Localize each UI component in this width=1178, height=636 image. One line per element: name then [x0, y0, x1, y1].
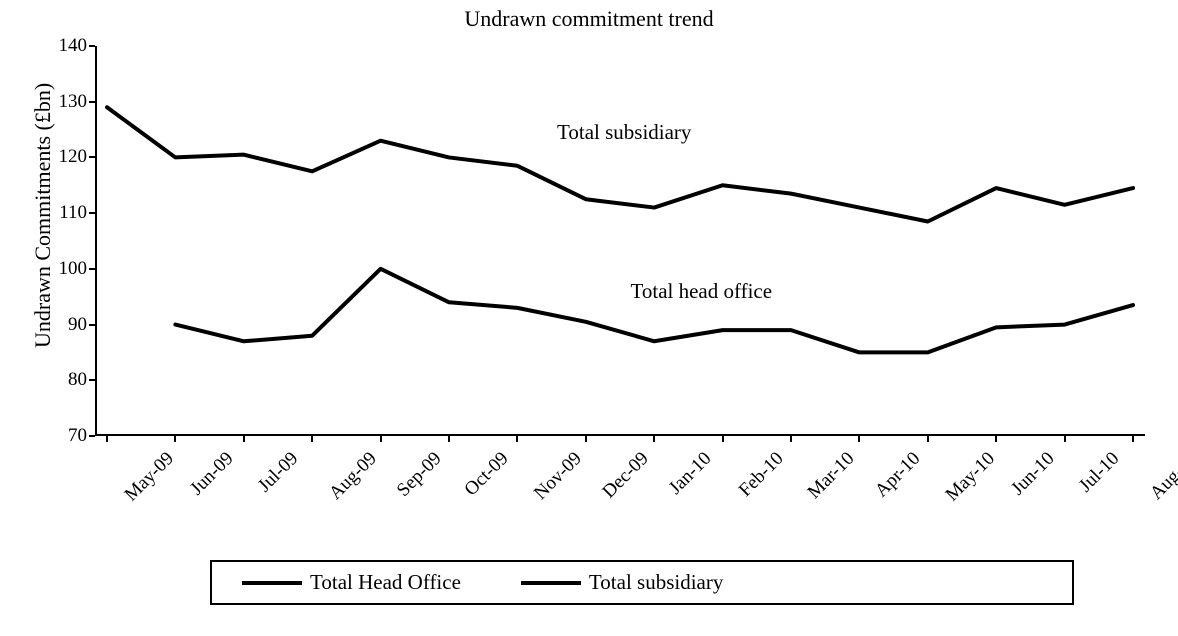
- y-tick-label: 140: [59, 35, 88, 57]
- x-tick-label: Oct-09: [460, 448, 513, 501]
- y-tick: [89, 45, 95, 47]
- y-tick: [89, 156, 95, 158]
- x-tick: [516, 436, 518, 442]
- annotation-label: Total head office: [631, 279, 773, 304]
- x-tick: [653, 436, 655, 442]
- x-tick: [927, 436, 929, 442]
- x-tick-label: Dec-09: [598, 448, 653, 503]
- y-tick-label: 90: [68, 314, 87, 336]
- legend-label: Total Head Office: [310, 570, 461, 595]
- x-tick-label: Aug-09: [325, 448, 382, 505]
- y-tick: [89, 324, 95, 326]
- x-tick-label: May-10: [941, 448, 999, 506]
- x-tick-label: Mar-10: [804, 448, 860, 504]
- y-tick-label: 80: [68, 369, 87, 391]
- y-tick: [89, 379, 95, 381]
- x-tick: [1132, 436, 1134, 442]
- chart-title: Undrawn commitment trend: [0, 6, 1178, 32]
- legend-label: Total subsidiary: [589, 570, 723, 595]
- y-tick-label: 120: [59, 146, 88, 168]
- x-tick-label: Jan-10: [665, 448, 716, 499]
- annotation-label: Total subsidiary: [557, 120, 691, 145]
- legend-swatch: [521, 581, 581, 585]
- y-tick: [89, 268, 95, 270]
- x-tick: [722, 436, 724, 442]
- x-tick: [790, 436, 792, 442]
- x-tick-label: May-09: [121, 448, 179, 506]
- y-tick: [89, 212, 95, 214]
- x-tick-label: Feb-10: [734, 448, 788, 502]
- x-tick-label: Jun-10: [1007, 448, 1059, 500]
- x-tick-label: Jul-09: [254, 448, 303, 497]
- x-tick: [311, 436, 313, 442]
- y-tick-label: 110: [59, 202, 87, 224]
- x-tick: [448, 436, 450, 442]
- x-tick-label: Sep-09: [392, 448, 446, 502]
- x-tick-label: Aug-10: [1146, 448, 1178, 505]
- x-tick: [243, 436, 245, 442]
- legend-item: Total Head Office: [242, 570, 461, 595]
- y-tick: [89, 101, 95, 103]
- x-tick-label: Jun-09: [187, 448, 239, 500]
- x-tick: [858, 436, 860, 442]
- legend: Total Head Office Total subsidiary: [210, 560, 1074, 605]
- series-svg: [95, 46, 1145, 436]
- legend-swatch: [242, 581, 302, 585]
- y-tick-label: 70: [68, 425, 87, 447]
- chart-container: Undrawn commitment trend Undrawn Commitm…: [0, 0, 1178, 636]
- plot-area: 708090100110120130140May-09Jun-09Jul-09A…: [95, 46, 1145, 436]
- x-tick: [995, 436, 997, 442]
- y-tick-label: 130: [59, 91, 88, 113]
- x-tick-label: Nov-09: [530, 448, 587, 505]
- x-tick-label: Jul-10: [1075, 448, 1124, 497]
- x-tick: [585, 436, 587, 442]
- legend-item: Total subsidiary: [521, 570, 723, 595]
- x-tick: [106, 436, 108, 442]
- x-tick: [1064, 436, 1066, 442]
- x-tick-label: Apr-10: [871, 448, 925, 502]
- y-tick-label: 100: [59, 258, 88, 280]
- y-tick: [89, 435, 95, 437]
- x-tick: [174, 436, 176, 442]
- x-tick: [380, 436, 382, 442]
- y-axis-label: Undrawn Commitments (£bn): [30, 83, 56, 348]
